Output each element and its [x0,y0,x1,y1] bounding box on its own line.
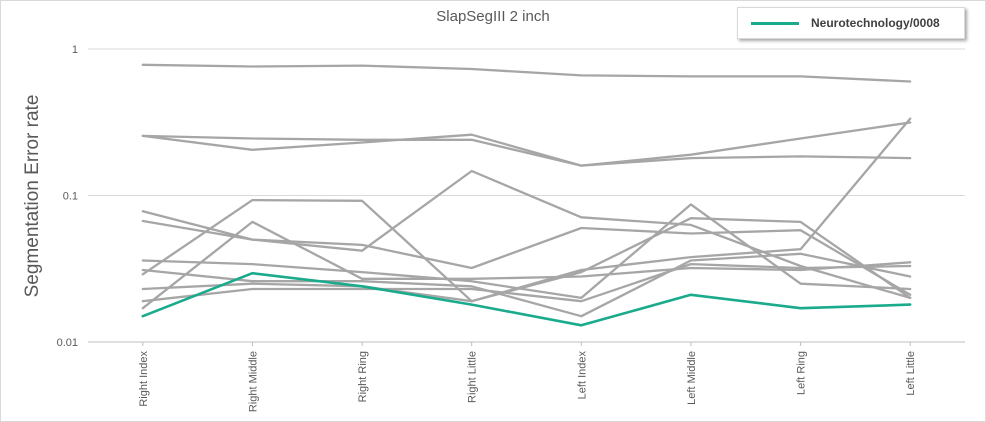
x-tick-label: Left Ring [796,351,808,395]
y-tick-label: 0.1 [63,191,78,203]
x-tick-label: Right Ring [357,351,369,402]
x-tick-label: Right Middle [247,351,259,412]
y-tick-labels: 1 0.1 0.01 [57,44,78,349]
legend: Neurotechnology/0008 [737,7,965,39]
series-line-9 [141,252,912,318]
series-line-1 [141,63,912,83]
series-line-11 [141,262,912,303]
series-line-2 [141,134,912,167]
series-lines [141,63,912,327]
y-tick-label: 1 [72,44,78,56]
y-tick-label: 0.01 [57,337,78,349]
x-tick-label: Left Middle [686,351,698,405]
gridlines [88,48,965,343]
x-tick-label: Left Index [576,351,588,400]
x-tick-label: Left Little [905,351,917,396]
legend-swatch [751,22,799,25]
series-line-5 [141,169,912,300]
x-tick-labels: Right Index Right Middle Right Ring Right L… [138,342,917,412]
series-line-highlight [141,271,912,327]
series-line-8 [141,203,912,300]
x-tick-label: Right Little [467,351,479,403]
series-line-3 [141,121,912,167]
x-tick-label: Right Index [138,351,150,407]
series-line-10 [141,117,912,303]
chart-title: SlapSegIII 2 inch [436,8,550,25]
legend-label: Neurotechnology/0008 [811,16,940,30]
